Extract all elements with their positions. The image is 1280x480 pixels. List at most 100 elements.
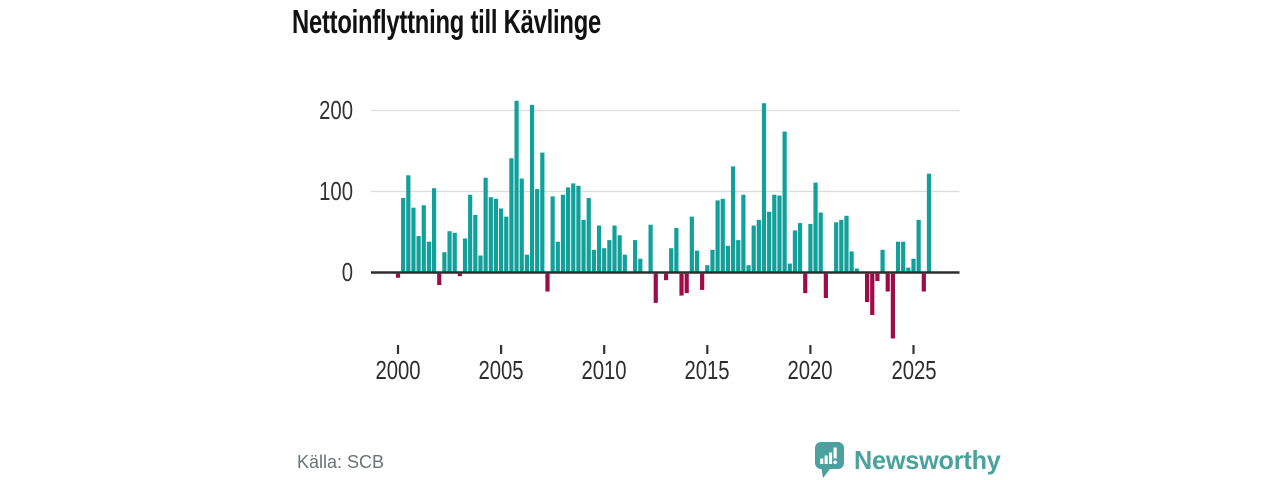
bar-2023-q1 bbox=[870, 273, 875, 316]
bar-2019-q4 bbox=[803, 273, 808, 294]
bar-2024-q4 bbox=[906, 267, 911, 273]
bar-2013-q3 bbox=[674, 227, 679, 273]
bar-2015-q3 bbox=[715, 200, 720, 273]
bar-2020-q1 bbox=[808, 223, 813, 273]
bar-2005-q4 bbox=[514, 100, 519, 273]
bar-2004-q1 bbox=[478, 255, 483, 273]
bar-2017-q2 bbox=[751, 225, 756, 273]
bar-2006-q3 bbox=[529, 104, 535, 273]
newsworthy-bubble-barchart-icon bbox=[815, 442, 844, 478]
bar-2018-q3 bbox=[777, 195, 782, 273]
bar-2005-q3 bbox=[509, 158, 514, 273]
bar-2014-q3 bbox=[694, 250, 700, 273]
bar-2016-q3 bbox=[736, 240, 741, 273]
bar-2013-q1 bbox=[663, 273, 669, 281]
bar-2004-q3 bbox=[488, 197, 493, 273]
bar-2019-q2 bbox=[792, 230, 798, 273]
bar-2006-q1 bbox=[519, 178, 524, 273]
bar-2003-q3 bbox=[468, 194, 473, 273]
bar-2023-q4 bbox=[885, 273, 890, 292]
bar-2005-q2 bbox=[504, 216, 509, 273]
x-axis-label-2015: 2015 bbox=[684, 355, 730, 385]
bar-2008-q3 bbox=[571, 183, 576, 273]
bar-2002-q4 bbox=[452, 232, 457, 273]
bar-2000-q1 bbox=[395, 273, 401, 278]
bar-2007-q3 bbox=[550, 196, 555, 273]
source-label: Källa: SCB bbox=[297, 452, 385, 472]
bar-2011-q3 bbox=[633, 240, 638, 273]
bar-2015-q1 bbox=[705, 265, 710, 273]
bar-2009-q2 bbox=[586, 197, 591, 273]
bar-2009-q4 bbox=[596, 225, 602, 273]
newsworthy-logo[interactable]: Newsworthy bbox=[813, 441, 1005, 479]
bar-2016-q1 bbox=[725, 245, 731, 273]
bar-2025-q2 bbox=[916, 219, 921, 273]
bar-2024-q1 bbox=[890, 273, 895, 339]
x-axis-label-2005: 2005 bbox=[478, 355, 524, 385]
bar-2000-q2 bbox=[401, 197, 406, 273]
bar-2025-q4 bbox=[926, 173, 932, 273]
y-axis-label-0: 0 bbox=[341, 256, 353, 287]
bar-2011-q1 bbox=[622, 254, 627, 273]
y-axis-label-200: 200 bbox=[319, 94, 353, 125]
bar-2012-q3 bbox=[653, 273, 658, 303]
bar-2009-q1 bbox=[581, 219, 586, 273]
bar-2006-q4 bbox=[535, 189, 540, 273]
bar-2018-q4 bbox=[782, 131, 787, 273]
bar-2024-q3 bbox=[901, 241, 906, 273]
bar-2012-q2 bbox=[648, 224, 653, 273]
bar-2019-q3 bbox=[797, 223, 803, 273]
x-axis-label-2025: 2025 bbox=[890, 355, 937, 385]
bar-2021-q4 bbox=[844, 215, 849, 273]
bar-2020-q3 bbox=[818, 212, 823, 273]
x-axis-label-2020: 2020 bbox=[787, 355, 833, 385]
bar-2017-q3 bbox=[756, 219, 761, 273]
bar-2013-q2 bbox=[669, 248, 674, 273]
bar-2001-q3 bbox=[426, 241, 432, 273]
bar-2020-q4 bbox=[823, 273, 828, 298]
bar-2007-q2 bbox=[545, 273, 550, 292]
x-axis-label-2000: 2000 bbox=[375, 355, 421, 385]
bar-2024-q2 bbox=[895, 241, 901, 273]
chart-title: Nettoinflyttning till Kävlinge bbox=[292, 3, 601, 40]
bar-2013-q4 bbox=[679, 273, 684, 296]
bar-2010-q1 bbox=[602, 248, 607, 273]
bar-2001-q1 bbox=[416, 236, 421, 273]
bar-2016-q2 bbox=[730, 166, 736, 273]
bar-2003-q2 bbox=[462, 238, 468, 273]
bar-2014-q2 bbox=[689, 216, 694, 273]
bar-2006-q2 bbox=[524, 254, 529, 273]
bar-2015-q2 bbox=[710, 249, 715, 273]
bar-2018-q2 bbox=[772, 194, 777, 273]
bar-2020-q2 bbox=[813, 182, 818, 273]
bar-2014-q4 bbox=[700, 273, 705, 290]
bar-2004-q4 bbox=[493, 198, 499, 273]
bar-2016-q4 bbox=[741, 194, 746, 273]
bar-2002-q1 bbox=[437, 273, 442, 286]
bar-2023-q2 bbox=[875, 273, 880, 281]
newsworthy-wordmark: Newsworthy bbox=[854, 444, 1001, 475]
bar-2003-q1 bbox=[457, 273, 462, 277]
bar-2025-q1 bbox=[911, 258, 916, 273]
bar-2019-q1 bbox=[787, 263, 792, 273]
bar-2021-q2 bbox=[834, 222, 839, 273]
bar-2022-q4 bbox=[865, 273, 870, 303]
bar-2007-q4 bbox=[555, 241, 560, 273]
bar-2003-q4 bbox=[473, 214, 478, 273]
bar-2010-q4 bbox=[617, 235, 622, 273]
bar-2017-q1 bbox=[746, 265, 751, 273]
bar-2005-q1 bbox=[499, 208, 504, 273]
bar-2010-q3 bbox=[612, 225, 617, 273]
bar-2001-q4 bbox=[431, 188, 437, 273]
bar-2002-q2 bbox=[442, 252, 447, 273]
bar-2018-q1 bbox=[767, 211, 772, 273]
bar-2017-q4 bbox=[761, 103, 767, 273]
bar-2022-q2 bbox=[854, 268, 859, 273]
bar-2001-q2 bbox=[421, 205, 426, 273]
bar-2002-q3 bbox=[447, 231, 452, 273]
bar-2000-q3 bbox=[406, 175, 411, 273]
bar-2022-q1 bbox=[849, 251, 854, 273]
bar-2008-q2 bbox=[566, 187, 571, 273]
